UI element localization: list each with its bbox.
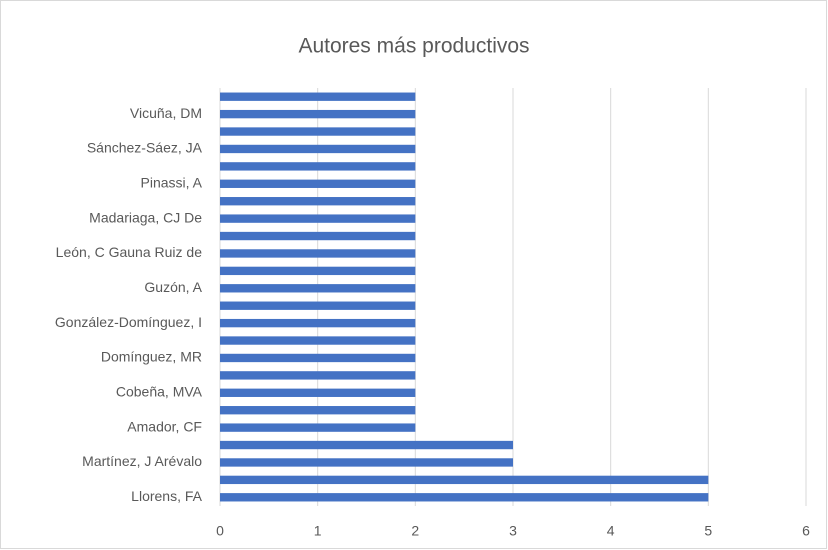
bar	[220, 458, 513, 467]
bar	[220, 284, 416, 293]
bar	[220, 231, 416, 241]
bar	[220, 493, 709, 502]
bar	[220, 109, 416, 119]
bar	[220, 266, 416, 276]
y-tick-label: León, C Gauna Ruiz de	[56, 244, 203, 260]
bar	[220, 197, 416, 206]
y-tick-label: Sánchez-Sáez, JA	[87, 140, 203, 156]
y-tick-label: Madariaga, CJ De	[89, 209, 202, 225]
x-tick-label: 4	[607, 523, 615, 539]
bar	[220, 301, 416, 310]
x-tick-label: 5	[704, 523, 712, 539]
y-tick-label: Guzón, A	[144, 279, 202, 295]
bar	[220, 406, 416, 415]
bar	[220, 475, 709, 485]
bar	[220, 92, 416, 101]
y-tick-label: Pinassi, A	[141, 174, 203, 190]
bar	[220, 144, 416, 154]
bar	[220, 423, 416, 432]
y-tick-label: Llorens, FA	[131, 488, 202, 504]
bar	[220, 214, 416, 223]
y-tick-label: Amador, CF	[127, 418, 202, 434]
y-tick-label: Vicuña, DM	[130, 105, 202, 121]
y-tick-label: Domínguez, MR	[101, 349, 202, 365]
chart-title: Autores más productivos	[298, 35, 529, 58]
x-tick-label: 6	[802, 523, 810, 539]
bar	[220, 353, 416, 363]
bar	[220, 371, 416, 380]
y-tick-label: Martínez, J Arévalo	[82, 453, 202, 469]
y-tick-label: González-Domínguez, I	[55, 314, 202, 330]
bar	[220, 127, 416, 136]
bar	[220, 318, 416, 328]
bar	[220, 336, 416, 345]
bar	[220, 440, 513, 450]
x-tick-label: 0	[216, 523, 224, 539]
bar	[220, 179, 416, 188]
x-tick-label: 1	[314, 523, 322, 539]
x-tick-label: 2	[411, 523, 419, 539]
y-tick-label: Cobeña, MVA	[116, 383, 203, 399]
bar	[220, 388, 416, 397]
bar	[220, 249, 416, 258]
bar	[220, 162, 416, 171]
x-tick-label: 3	[509, 523, 517, 539]
